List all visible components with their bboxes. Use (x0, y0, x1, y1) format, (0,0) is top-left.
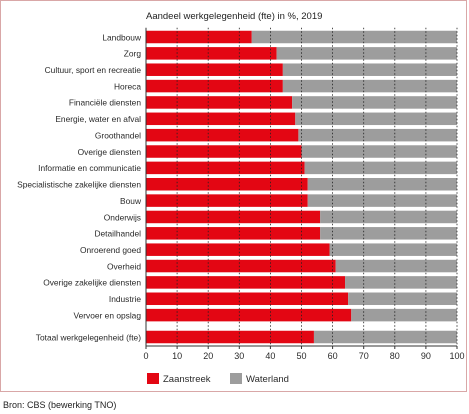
bar-zaanstreek-4 (146, 96, 293, 109)
category-label: Groothandel (95, 130, 141, 140)
bar-waterland-4 (292, 96, 457, 109)
x-tick-label: 40 (265, 351, 275, 361)
category-label: Overheid (107, 261, 141, 271)
x-tick-label: 10 (172, 351, 182, 361)
bar-waterland-8 (304, 161, 457, 175)
bar-zaanstreek-12 (146, 227, 321, 240)
bar-zaanstreek-14 (146, 259, 336, 273)
legend-label-waterland: Waterland (246, 374, 289, 385)
x-tick-label: 70 (359, 351, 369, 361)
category-label: Informatie en communicatie (38, 163, 141, 173)
chart-title: Aandeel werkgelegenheid (fte) in %, 2019 (146, 11, 323, 22)
category-label: Vervoer en opslag (73, 310, 141, 320)
bar-zaanstreek-15 (146, 276, 346, 289)
source-note: Bron: CBS (bewerking TNO) (3, 400, 117, 410)
bar-waterland-12 (320, 227, 457, 240)
legend-label-zaanstreek: Zaanstreek (163, 374, 211, 385)
category-label: Landbouw (102, 32, 142, 42)
category-label: Financiële diensten (69, 98, 142, 108)
bar-waterland-17 (351, 308, 457, 322)
bar-zaanstreek-0 (146, 30, 252, 44)
category-label: Detailhandel (94, 229, 141, 239)
bar-zaanstreek-18 (146, 330, 314, 344)
category-label: Zorg (124, 49, 142, 59)
bar-waterland-9 (307, 177, 457, 191)
bar-waterland-7 (301, 145, 457, 158)
bar-zaanstreek-5 (146, 112, 296, 126)
bar-waterland-1 (276, 47, 457, 60)
bar-zaanstreek-6 (146, 128, 299, 142)
bar-waterland-15 (345, 276, 457, 289)
bar-zaanstreek-13 (146, 243, 330, 256)
category-label: Specialistische zakelijke diensten (17, 180, 141, 190)
bar-zaanstreek-8 (146, 161, 305, 175)
category-label: Bouw (120, 196, 142, 206)
category-label: Cultuur, sport en recreatie (45, 65, 142, 75)
bar-zaanstreek-2 (146, 63, 283, 76)
bar-waterland-6 (298, 128, 457, 142)
bar-zaanstreek-16 (146, 292, 349, 306)
bar-zaanstreek-1 (146, 47, 277, 60)
category-label: Horeca (114, 81, 141, 91)
bar-waterland-2 (282, 63, 457, 76)
x-tick-label: 20 (203, 351, 213, 361)
bar-zaanstreek-17 (146, 308, 352, 322)
x-tick-label: 50 (296, 351, 306, 361)
category-label: Onderwijs (104, 212, 141, 222)
bar-waterland-13 (329, 243, 457, 256)
bar-zaanstreek-3 (146, 79, 283, 93)
bar-waterland-3 (282, 79, 457, 93)
x-tick-label: 0 (143, 351, 148, 361)
legend: Zaanstreek Waterland (147, 373, 289, 385)
x-tick-label: 90 (421, 351, 431, 361)
bar-waterland-5 (295, 112, 457, 126)
bar-waterland-10 (307, 194, 457, 207)
x-tick-label: 30 (234, 351, 244, 361)
chart-frame (0, 0, 467, 392)
gridlines-layer (145, 27, 458, 349)
bar-waterland-0 (251, 30, 457, 44)
category-label: Overige diensten (78, 147, 142, 157)
category-label: Energie, water en afval (55, 114, 141, 124)
bar-waterland-11 (320, 210, 457, 224)
x-tick-label: 60 (328, 351, 338, 361)
category-labels-layer: Landbouw Zorg Cultuur, sport en recreatie H… (17, 32, 142, 342)
bar-zaanstreek-11 (146, 210, 321, 224)
bars-layer (146, 30, 457, 344)
x-tick-label: 100 (449, 351, 464, 361)
category-label: Onroerend goed (80, 245, 141, 255)
bar-zaanstreek-7 (146, 145, 302, 158)
bar-waterland-14 (335, 259, 457, 273)
category-label: Totaal werkgelegenheid (fte) (36, 332, 141, 342)
bar-waterland-18 (313, 330, 457, 344)
x-tick-labels-layer: 0 10 20 30 40 50 60 70 80 90 100 (143, 351, 464, 361)
bar-zaanstreek-9 (146, 177, 308, 191)
legend-swatch-waterland (230, 373, 242, 384)
legend-swatch-zaanstreek (147, 373, 159, 384)
bar-waterland-16 (348, 292, 457, 306)
category-label: Industrie (109, 294, 141, 304)
x-tick-label: 80 (390, 351, 400, 361)
category-label: Overige zakelijke diensten (43, 278, 141, 288)
bar-zaanstreek-10 (146, 194, 308, 207)
